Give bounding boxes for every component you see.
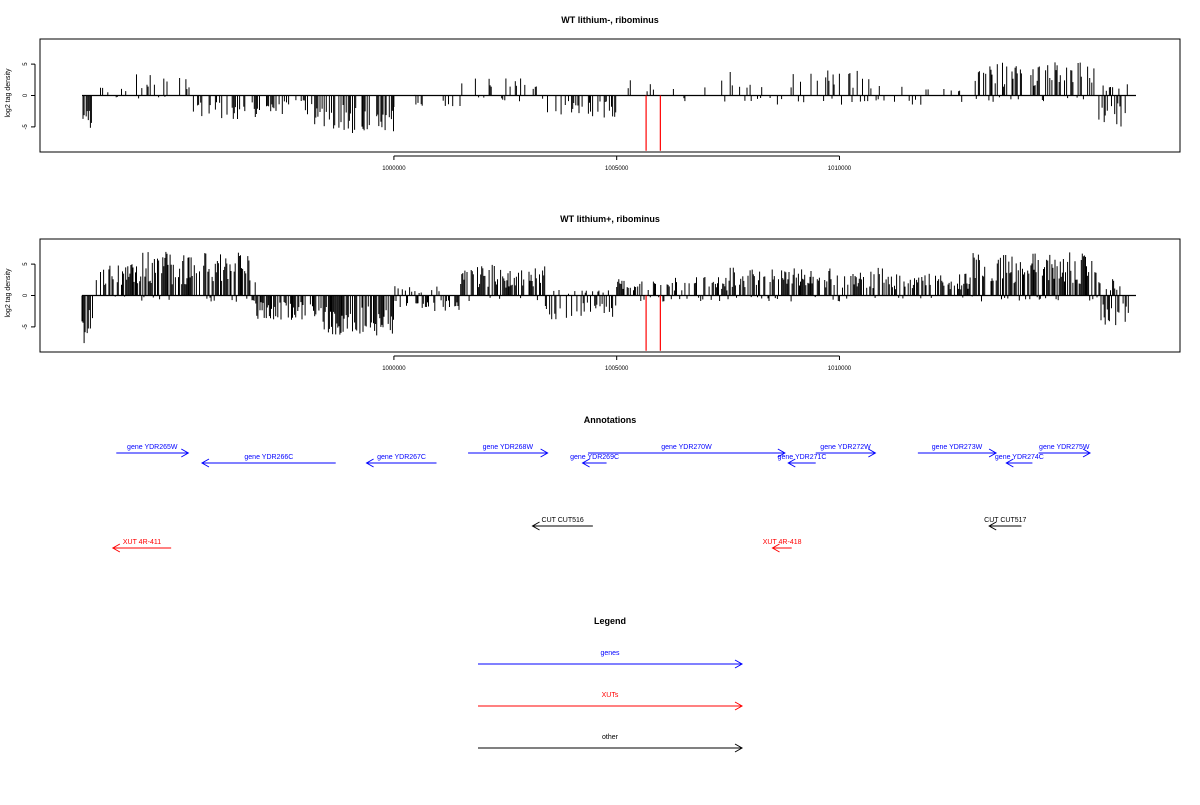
density-bars bbox=[82, 62, 1136, 133]
legend-arrow-head bbox=[734, 701, 744, 711]
legend-items: genes XUTs other bbox=[478, 650, 744, 753]
legend-label: other bbox=[602, 734, 619, 741]
annotation-genes: gene YDR272W bbox=[815, 444, 877, 458]
annotation-label: gene YDR265W bbox=[127, 444, 178, 451]
annotation-genes: gene YDR266C bbox=[200, 454, 336, 468]
x-tick-label: 1000000 bbox=[382, 366, 406, 372]
y-axis: 5 0 -5 bbox=[23, 262, 36, 330]
y-tick-label: 0 bbox=[23, 293, 29, 297]
annotation-arrow-head bbox=[771, 543, 780, 553]
panel-title: WT lithium+, ribominus bbox=[560, 214, 660, 224]
annotation-genes: gene YDR269C bbox=[570, 454, 619, 468]
annotation-arrow-head bbox=[540, 448, 549, 458]
annotation-label: CUT CUT517 bbox=[984, 517, 1026, 524]
annotation-label: gene YDR266C bbox=[244, 454, 293, 461]
annotation-arrow-head bbox=[988, 448, 998, 458]
annotation-arrow-head bbox=[531, 521, 540, 531]
annotation-genes: gene YDR270W bbox=[588, 444, 786, 458]
annotation-label: CUT CUT516 bbox=[542, 517, 584, 524]
legend-item-other: other bbox=[478, 734, 744, 753]
y-tick-label: 5 bbox=[23, 262, 29, 266]
annotation-arrow-head bbox=[181, 448, 190, 458]
annotation-other: CUT CUT517 bbox=[984, 517, 1027, 531]
annotation-arrow-head bbox=[200, 458, 210, 468]
annotations-title: Annotations bbox=[584, 415, 637, 425]
annotation-xuts: XUT 4R-411 bbox=[111, 539, 172, 553]
legend: Legend genes XUTs other bbox=[478, 616, 744, 753]
annotation-arrow-head bbox=[988, 521, 997, 531]
legend-label: genes bbox=[600, 650, 620, 657]
annotation-label: gene YDR269C bbox=[570, 454, 619, 461]
plot-frame bbox=[39, 38, 1181, 153]
x-axis: 1000000 1005000 1010000 bbox=[382, 355, 852, 372]
x-axis: 1000000 1005000 1010000 bbox=[382, 155, 852, 172]
annotation-arrow-head bbox=[787, 458, 796, 468]
annotation-label: XUT 4R-411 bbox=[123, 539, 161, 546]
annotation-label: gene YDR270W bbox=[661, 444, 712, 451]
legend-arrow-head bbox=[734, 659, 744, 669]
annotation-label: gene YDR272W bbox=[820, 444, 871, 451]
panel-lithium-plus: WT lithium+, ribominus log2 tag density … bbox=[5, 214, 1181, 372]
x-tick-label: 1010000 bbox=[828, 366, 852, 372]
annotation-arrow-head bbox=[1005, 458, 1014, 468]
x-tick-label: 1010000 bbox=[828, 166, 852, 172]
legend-title: Legend bbox=[594, 616, 626, 626]
annotation-genes: gene YDR275W bbox=[1038, 444, 1092, 458]
annotation-label: gene YDR267C bbox=[377, 454, 426, 461]
annotation-genes: gene YDR273W bbox=[917, 444, 998, 458]
annotation-arrow-head bbox=[111, 543, 121, 553]
annotation-arrow-head bbox=[868, 448, 877, 458]
annotation-arrow-head bbox=[777, 448, 786, 458]
marker-lines bbox=[645, 95, 661, 151]
y-axis-label: log2 tag density bbox=[5, 68, 12, 118]
annotation-genes: gene YDR265W bbox=[116, 444, 190, 458]
annotation-items: gene YDR265W gene YDR266C gene YDR267C gene… bbox=[111, 444, 1092, 553]
y-axis-label: log2 tag density bbox=[5, 268, 12, 318]
annotation-arrow-head bbox=[365, 458, 374, 468]
panel-title: WT lithium-, ribominus bbox=[561, 15, 659, 25]
annotation-label: XUT 4R-418 bbox=[763, 539, 802, 546]
annotation-genes: gene YDR271C bbox=[778, 454, 827, 468]
annotation-genes: gene YDR267C bbox=[365, 454, 437, 468]
legend-item-xuts: XUTs bbox=[478, 692, 744, 711]
marker-lines bbox=[645, 295, 661, 351]
plot-frame bbox=[39, 238, 1181, 353]
annotation-label: gene YDR275W bbox=[1039, 444, 1090, 451]
annotation-arrow-head bbox=[1082, 448, 1092, 458]
y-axis: 5 0 -5 bbox=[23, 62, 36, 130]
annotation-label: gene YDR273W bbox=[932, 444, 983, 451]
y-tick-label: -5 bbox=[23, 124, 29, 130]
x-tick-label: 1005000 bbox=[605, 366, 629, 372]
annotation-label: gene YDR268W bbox=[483, 444, 534, 451]
annotation-label: gene YDR274C bbox=[995, 454, 1044, 461]
annotation-xuts: XUT 4R-418 bbox=[763, 539, 802, 553]
annotation-other: CUT CUT516 bbox=[531, 517, 593, 531]
y-tick-label: 0 bbox=[23, 93, 29, 97]
legend-arrow-head bbox=[734, 743, 744, 753]
y-tick-label: -5 bbox=[23, 324, 29, 330]
annotation-genes: gene YDR268W bbox=[468, 444, 549, 458]
density-bars bbox=[81, 251, 1136, 344]
x-tick-label: 1005000 bbox=[605, 166, 629, 172]
legend-label: XUTs bbox=[602, 692, 619, 699]
annotation-label: gene YDR271C bbox=[778, 454, 827, 461]
y-tick-label: 5 bbox=[23, 62, 29, 66]
annotation-genes: gene YDR274C bbox=[995, 454, 1044, 468]
legend-item-genes: genes bbox=[478, 650, 744, 669]
x-tick-label: 1000000 bbox=[382, 166, 406, 172]
annotation-arrow-head bbox=[581, 458, 590, 468]
panel-lithium-minus: WT lithium-, ribominus log2 tag density … bbox=[5, 15, 1181, 172]
